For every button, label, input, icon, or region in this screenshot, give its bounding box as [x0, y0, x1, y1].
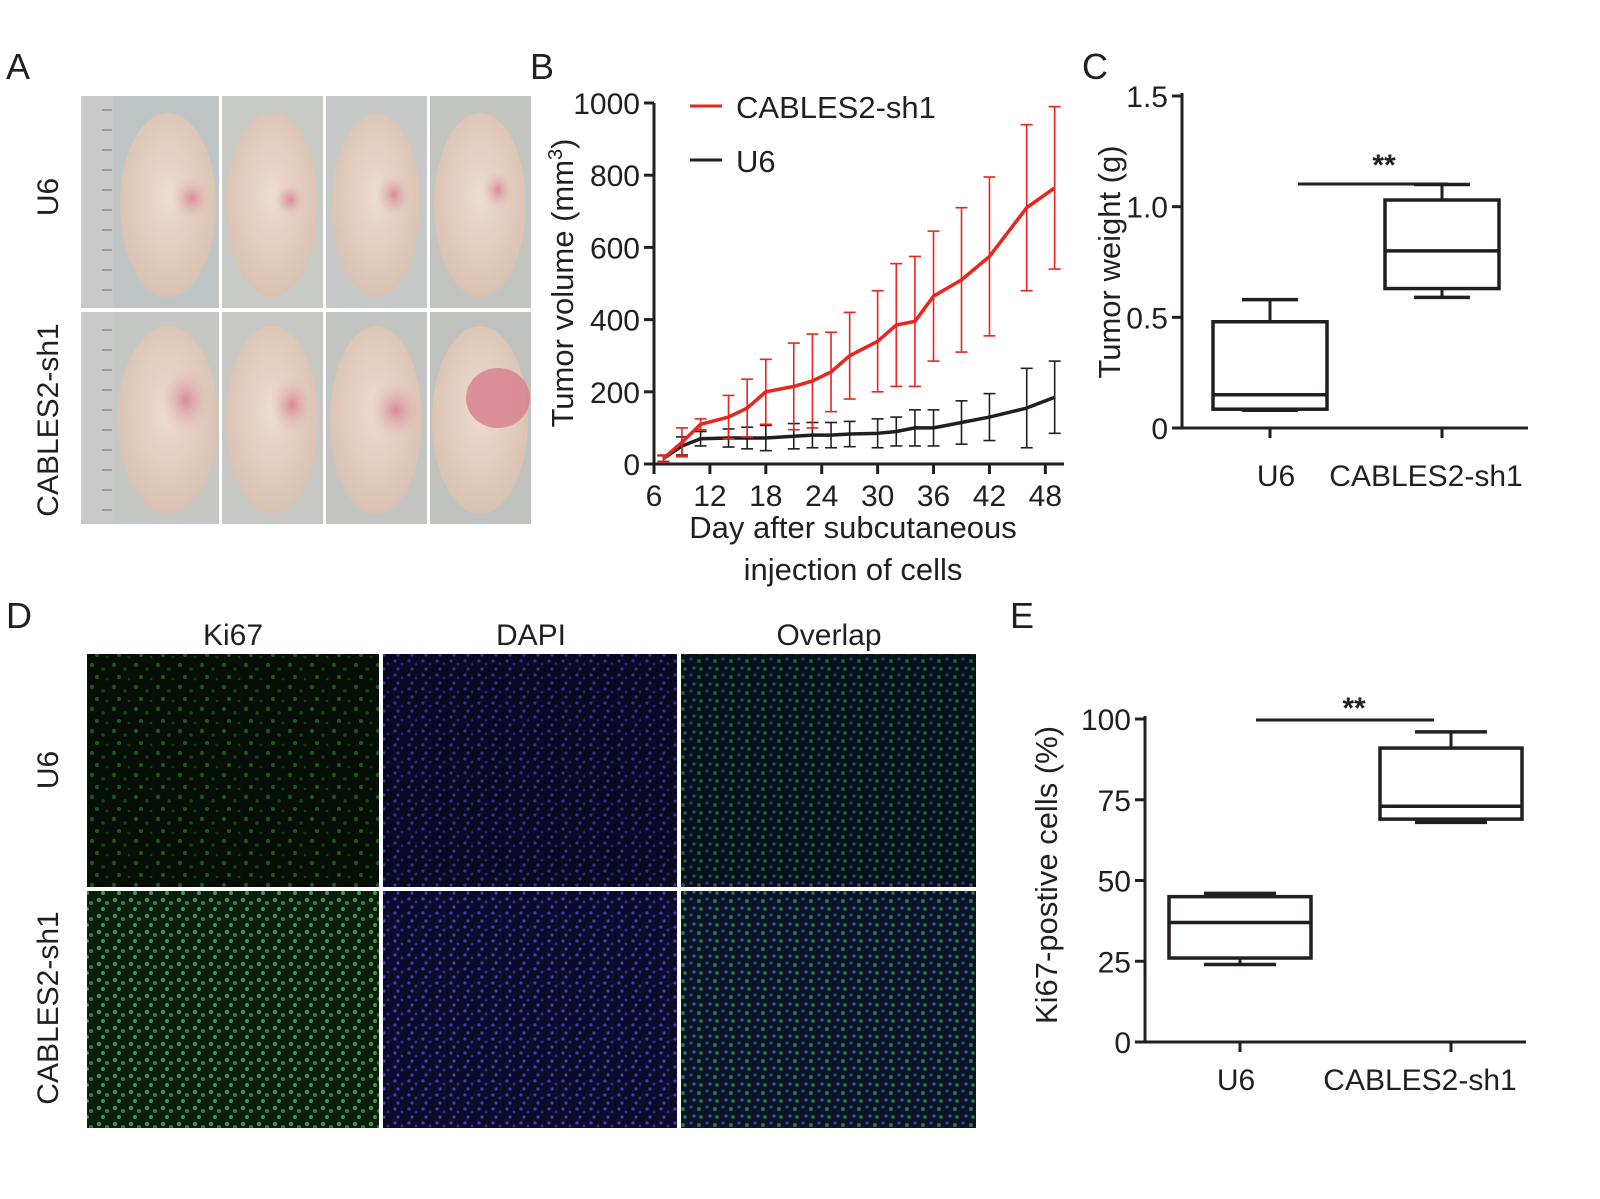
c-x-tick-label: U6 — [1257, 460, 1295, 493]
panel-a-row-label-sh1: CABLES2-sh1 — [32, 323, 65, 516]
tumor-weight-boxplot: 0 0.5 1.0 1.5 U6 CABLES2-sh1 Tumor weight (g… — [1092, 81, 1528, 493]
c-significance: ** — [1372, 149, 1396, 182]
b-x-tick-label: 30 — [861, 480, 894, 513]
panel-label-c: C — [1082, 46, 1108, 87]
panel-label-e: E — [1010, 595, 1034, 636]
mouse-photo-grid — [81, 96, 531, 524]
micro-sh1-ki67 — [87, 891, 379, 1128]
e-y-tick-label: 0 — [1114, 1027, 1131, 1060]
c-x-tick-label: CABLES2-sh1 — [1329, 460, 1522, 493]
micro-u6-overlap — [681, 654, 976, 887]
b-y-tick-label: 200 — [590, 377, 640, 410]
e-significance: ** — [1342, 692, 1366, 725]
b-y-tick-label: 1000 — [573, 88, 640, 121]
micro-u6-dapi — [383, 654, 677, 887]
c-y-tick-label: 1.5 — [1126, 81, 1168, 114]
micro-u6-ki67 — [87, 654, 379, 887]
d-column-label-dapi: DAPI — [496, 619, 566, 652]
panel-label-b: B — [530, 46, 554, 87]
legend-label-sh1: CABLES2-sh1 — [736, 90, 936, 125]
e-y-tick-label: 25 — [1098, 946, 1131, 979]
microscopy-grid — [87, 654, 976, 1128]
e-y-tick-label: 75 — [1098, 785, 1131, 818]
micro-sh1-overlap — [681, 891, 976, 1128]
b-y-tick-label: 600 — [590, 232, 640, 265]
b-legend: CABLES2-sh1 U6 — [690, 90, 936, 179]
d-column-label-overlap: Overlap — [776, 619, 881, 652]
b-y-tick-label: 800 — [590, 160, 640, 193]
box-cables2-sh1 — [1383, 198, 1501, 291]
series-line-cables2-sh1 — [662, 186, 1056, 460]
d-row-label-sh1: CABLES2-sh1 — [32, 911, 65, 1104]
tumor-volume-chart: 0 200 400 600 800 1000 6 12 18 24 30 36 42 48 Tumor … — [545, 88, 1064, 587]
c-y-tick-label: 0.5 — [1126, 302, 1168, 335]
c-y-tick-label: 0 — [1151, 413, 1168, 446]
panel-label-a: A — [6, 46, 30, 87]
panel-label-d: D — [6, 595, 32, 636]
e-y-axis-label: Ki67-postive cells (%) — [1029, 726, 1064, 1024]
micro-sh1-dapi — [383, 891, 677, 1128]
e-y-tick-label: 100 — [1081, 704, 1131, 737]
b-x-tick-label: 36 — [917, 480, 950, 513]
e-x-tick-label: U6 — [1217, 1064, 1255, 1097]
c-y-tick-label: 1.0 — [1126, 192, 1168, 225]
box-u6 — [1211, 320, 1329, 411]
b-y-tick-label: 0 — [623, 449, 640, 482]
box-cables2-sh1 — [1378, 746, 1524, 821]
b-x-tick-label: 24 — [805, 480, 838, 513]
ruler-bottom — [81, 312, 113, 524]
legend-label-u6: U6 — [736, 144, 776, 179]
ki67-boxplot: 0 25 50 75 100 U6 CABLES2-sh1 Ki67-postive ce… — [1029, 692, 1526, 1097]
b-y-tick-label: 400 — [590, 305, 640, 338]
b-x-axis-label: Day after subcutaneous injection of cells — [689, 510, 1016, 587]
series-line-u6 — [662, 395, 1056, 461]
panel-a-row-label-u6: U6 — [32, 178, 65, 216]
box-u6 — [1167, 894, 1313, 960]
e-x-tick-label: CABLES2-sh1 — [1323, 1064, 1516, 1097]
d-row-label-u6: U6 — [32, 751, 65, 789]
b-x-tick-label: 6 — [646, 480, 663, 513]
b-x-tick-label: 48 — [1029, 480, 1062, 513]
e-y-tick-label: 50 — [1098, 866, 1131, 899]
b-x-tick-label: 42 — [973, 480, 1006, 513]
b-x-tick-label: 12 — [693, 480, 726, 513]
d-column-label-ki67: Ki67 — [203, 619, 263, 652]
c-y-axis-label: Tumor weight (g) — [1092, 145, 1127, 378]
b-y-axis-label: Tumor volume (mm3) — [545, 139, 580, 428]
ruler-top — [81, 96, 113, 308]
b-x-tick-label: 18 — [749, 480, 782, 513]
